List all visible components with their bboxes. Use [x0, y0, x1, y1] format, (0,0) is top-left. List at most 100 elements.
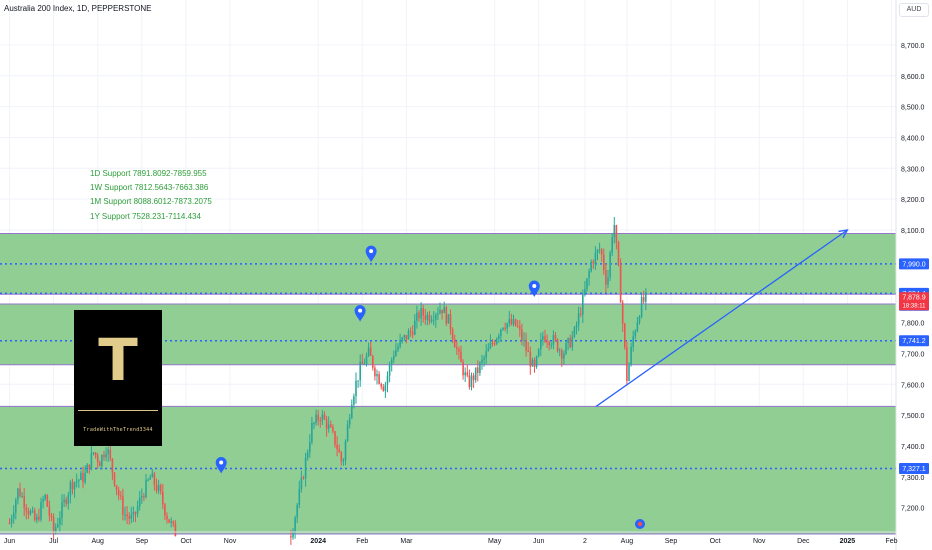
candle-body	[124, 514, 126, 516]
price-tick-label: 7,600.0	[901, 382, 924, 389]
candle-body	[556, 339, 559, 352]
candle-body	[338, 449, 340, 453]
map-pin-icon	[365, 245, 377, 263]
candle-body	[153, 473, 156, 485]
candle-body	[441, 309, 443, 314]
candle-body	[577, 313, 580, 326]
candle-body	[416, 312, 418, 321]
price-tick-label: 7,400.0	[901, 444, 924, 451]
candle-body	[439, 309, 441, 314]
support-label-1m: 1M Support 8088.6012-7873.2075	[90, 197, 212, 206]
time-tick-label: Dec	[797, 538, 810, 545]
candle-body	[300, 477, 303, 489]
candle-body	[376, 374, 378, 377]
candle-body	[481, 359, 483, 363]
candle-body	[443, 307, 445, 314]
candle-body	[575, 325, 578, 328]
candle-body	[355, 380, 357, 397]
candle-body	[525, 340, 527, 351]
candle-body	[531, 359, 534, 367]
candle-body	[101, 455, 103, 467]
candle-body	[514, 319, 517, 326]
candle-body	[374, 367, 376, 377]
candle-body	[36, 516, 38, 521]
candle-body	[348, 418, 351, 425]
candle-body	[573, 327, 576, 337]
trend-arrow-head	[838, 229, 849, 239]
candle-body	[311, 422, 313, 443]
candle-body	[69, 482, 72, 496]
candle-body	[71, 482, 74, 490]
candle-body	[363, 363, 366, 365]
candle-body	[621, 302, 624, 324]
price-tick-label: 8,600.0	[901, 74, 924, 81]
candle-body	[550, 344, 553, 346]
candle-body	[321, 414, 324, 421]
candle-body	[502, 327, 504, 330]
price-tick-label: 8,200.0	[901, 197, 924, 204]
candle-body	[325, 419, 328, 429]
time-tick-label: Sep	[136, 538, 149, 545]
currency-selector[interactable]: AUD	[899, 3, 929, 17]
candle-body	[613, 225, 616, 238]
map-pin-dot	[219, 460, 224, 465]
candle-body	[527, 350, 529, 353]
candle-body	[428, 314, 431, 322]
candle-body	[626, 347, 628, 381]
price-label-text: 7,741.2	[902, 338, 925, 345]
candle-body	[48, 506, 51, 516]
candle-body	[542, 336, 544, 340]
candle-body	[393, 355, 395, 360]
price-label-text: 7,990.0	[902, 261, 925, 268]
support-label-1y: 1Y Support 7528.231-7114.434	[90, 212, 201, 221]
candle-body	[21, 496, 23, 498]
candle-body	[603, 254, 605, 271]
time-tick-label: Jun	[4, 538, 15, 545]
candle-body	[157, 485, 160, 491]
candle-body	[405, 335, 408, 340]
candle-body	[397, 346, 399, 351]
candle-body	[168, 519, 170, 523]
candle-body	[588, 271, 590, 279]
time-tick-label: 2025	[840, 538, 856, 545]
candle-body	[342, 460, 345, 462]
price-label-box	[899, 462, 929, 474]
candle-body	[346, 424, 349, 442]
time-tick-label: Aug	[621, 538, 634, 545]
candle-body	[117, 490, 120, 496]
candle-body	[592, 261, 595, 264]
candle-body	[319, 420, 322, 422]
candle-body	[548, 342, 550, 346]
candle-body	[495, 338, 498, 344]
price-tick-label: 8,300.0	[901, 166, 924, 173]
candle-body	[75, 481, 78, 483]
candle-body	[590, 261, 592, 272]
candle-body	[143, 496, 145, 498]
candle-body	[558, 350, 561, 352]
candle-body	[340, 452, 343, 462]
candle-body	[327, 424, 330, 429]
candle-body	[382, 386, 385, 391]
candle-body	[172, 521, 175, 524]
candle-body	[99, 462, 101, 467]
candle-body	[313, 422, 315, 424]
candle-body	[512, 319, 515, 325]
candle-body	[594, 252, 597, 264]
candle-body	[126, 514, 128, 517]
candle-body	[598, 249, 601, 251]
candle-body	[115, 485, 118, 491]
candle-body	[8, 523, 11, 525]
candle-body	[336, 444, 338, 450]
candle-body	[361, 361, 364, 364]
price-tick-label: 7,500.0	[901, 413, 924, 420]
candle-body	[159, 485, 162, 492]
price-labels: 7,990.07,894.47,856.07,741.27,327.17,878…	[899, 258, 929, 474]
candle-body	[296, 504, 298, 518]
candle-body	[50, 515, 53, 518]
candle-body	[453, 339, 456, 348]
candle-body	[420, 308, 422, 319]
candle-body	[367, 347, 370, 356]
trend-arrow-line	[595, 229, 848, 407]
candle-body	[435, 314, 437, 320]
